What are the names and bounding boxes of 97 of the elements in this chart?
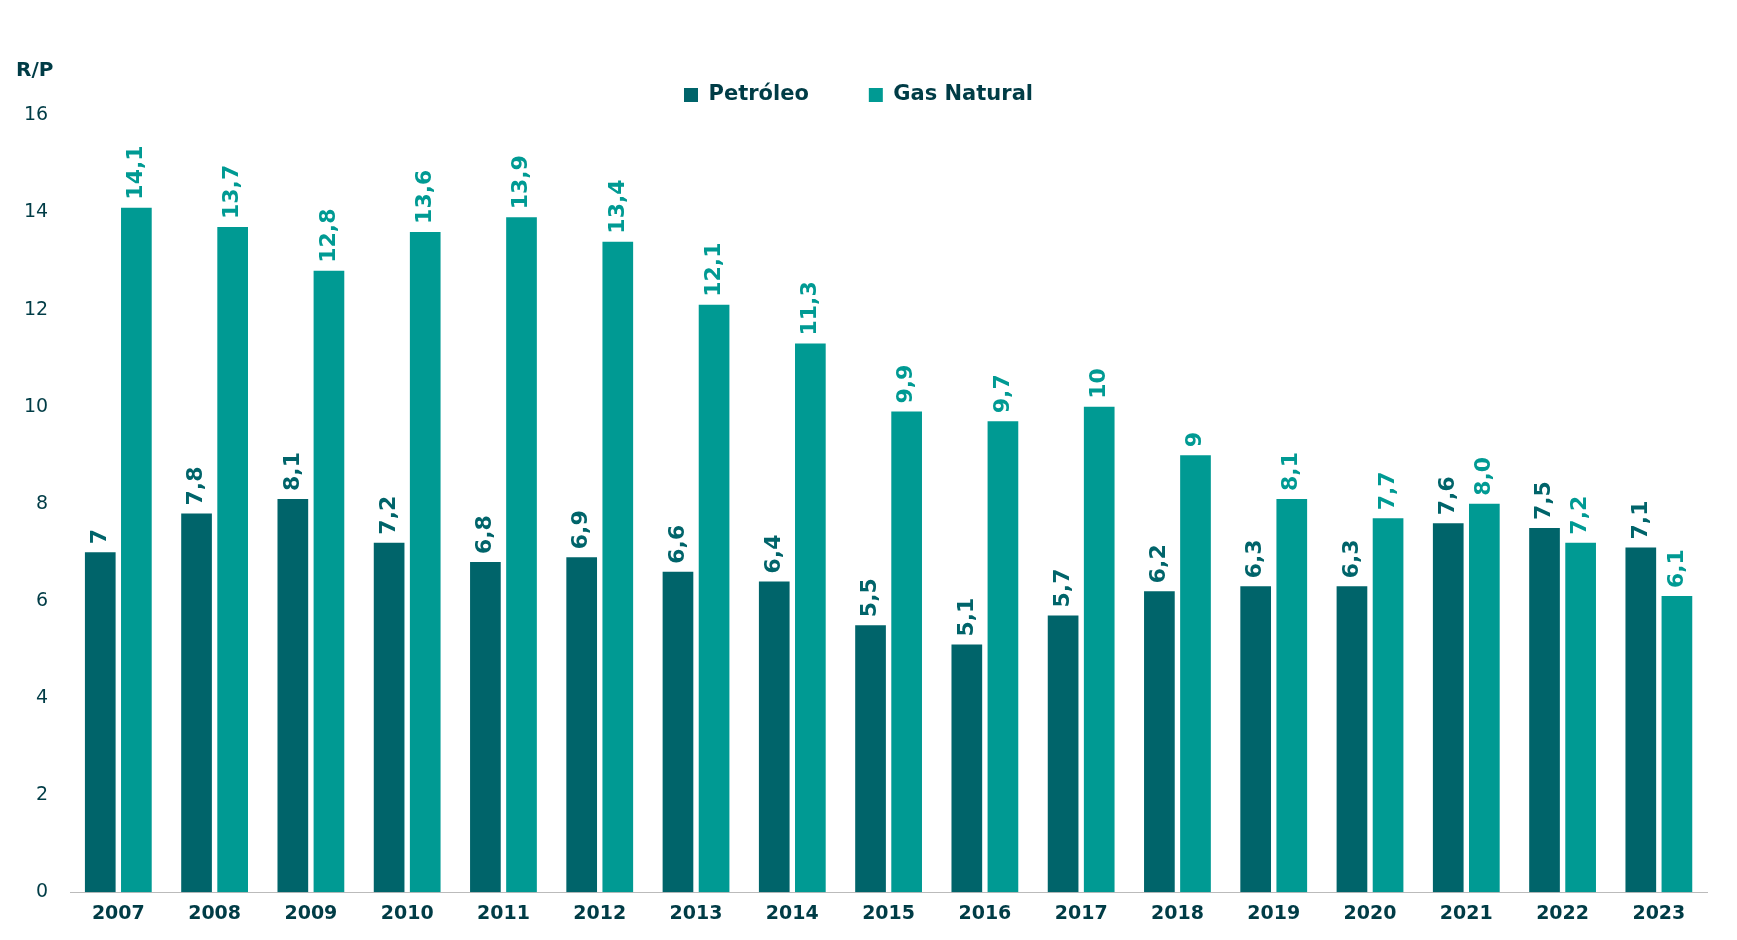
bar xyxy=(987,421,1019,893)
bar xyxy=(84,552,116,893)
data-label: 9,7 xyxy=(988,374,1014,414)
y-axis-title: R/P xyxy=(16,56,54,81)
data-label: 8,1 xyxy=(278,451,304,491)
legend-label: Petróleo xyxy=(708,81,809,106)
bar xyxy=(373,542,405,893)
bar xyxy=(1432,523,1464,893)
x-tick-label: 2023 xyxy=(1632,900,1686,923)
bar xyxy=(1469,503,1500,893)
data-label: 7 xyxy=(85,529,111,545)
data-label: 8,1 xyxy=(1277,451,1303,491)
bar xyxy=(470,562,501,893)
bar xyxy=(1372,518,1404,893)
x-tick-label: 2020 xyxy=(1343,900,1397,923)
data-label: 7,2 xyxy=(374,495,400,535)
bar xyxy=(1661,596,1693,893)
bar xyxy=(1276,498,1308,893)
data-label: 5,7 xyxy=(1048,568,1074,608)
bar xyxy=(795,343,826,893)
y-tick-label: 16 xyxy=(23,102,49,125)
bar xyxy=(506,217,537,893)
data-label: 11,3 xyxy=(796,281,822,336)
y-tick-label: 10 xyxy=(23,393,49,416)
x-tick-label: 2011 xyxy=(477,900,530,923)
bar xyxy=(662,571,694,893)
bar xyxy=(1625,547,1657,893)
data-label: 6,9 xyxy=(567,510,593,550)
x-tick-label: 2007 xyxy=(91,900,145,923)
x-tick-label: 2010 xyxy=(380,900,434,923)
bar xyxy=(566,557,598,893)
data-label: 12,1 xyxy=(699,242,725,297)
data-label: 6,3 xyxy=(1241,539,1267,579)
y-tick-label: 12 xyxy=(23,296,49,319)
data-label: 6,1 xyxy=(1662,549,1688,589)
bar xyxy=(217,227,248,893)
data-label: 9,9 xyxy=(892,364,918,404)
bar xyxy=(1180,455,1211,893)
y-tick-label: 2 xyxy=(36,782,49,805)
data-label: 7,1 xyxy=(1626,500,1652,540)
bar xyxy=(1083,406,1115,893)
data-label: 6,6 xyxy=(663,524,689,564)
x-tick-label: 2018 xyxy=(1150,900,1204,923)
data-label: 13,6 xyxy=(410,169,436,224)
bar xyxy=(891,411,922,893)
y-tick-label: 6 xyxy=(36,587,49,610)
data-label: 12,8 xyxy=(314,208,340,263)
data-label: 6,3 xyxy=(1337,539,1363,579)
y-tick-label: 14 xyxy=(23,199,49,222)
x-tick-label: 2009 xyxy=(284,900,338,923)
bar xyxy=(121,207,152,893)
x-tick-label: 2016 xyxy=(958,900,1012,923)
bar xyxy=(181,513,212,893)
data-label: 5,5 xyxy=(856,578,882,618)
legend-label: Gas Natural xyxy=(893,81,1034,106)
bar xyxy=(1529,528,1560,893)
x-tick-label: 2015 xyxy=(862,900,916,923)
data-label: 7,6 xyxy=(1433,476,1459,516)
data-label: 6,4 xyxy=(759,534,785,574)
bar xyxy=(602,241,634,893)
bar xyxy=(1240,586,1272,893)
data-label: 9 xyxy=(1181,431,1207,448)
bar xyxy=(277,498,309,893)
x-tick-label: 2012 xyxy=(573,900,627,923)
x-tick-label: 2008 xyxy=(188,900,242,923)
bar xyxy=(855,625,886,893)
bar xyxy=(1565,542,1596,893)
bar xyxy=(1047,615,1079,893)
bar xyxy=(409,231,441,893)
data-label: 7,2 xyxy=(1566,495,1592,535)
bar xyxy=(1336,586,1368,893)
y-tick-label: 4 xyxy=(36,684,49,707)
bar xyxy=(758,581,790,893)
data-label: 10 xyxy=(1084,368,1110,399)
data-label: 7,5 xyxy=(1530,481,1556,521)
x-tick-label: 2014 xyxy=(765,900,819,923)
x-tick-label: 2013 xyxy=(669,900,723,923)
bar xyxy=(698,304,730,893)
data-label: 8,0 xyxy=(1470,456,1496,496)
y-tick-label: 0 xyxy=(36,879,49,902)
bar xyxy=(1144,591,1175,893)
y-tick-label: 8 xyxy=(36,490,49,513)
data-label: 5,1 xyxy=(952,597,978,637)
data-label: 6,8 xyxy=(471,515,497,555)
x-tick-label: 2017 xyxy=(1054,900,1108,923)
data-label: 7,8 xyxy=(182,466,208,506)
data-label: 6,2 xyxy=(1145,544,1171,584)
x-tick-label: 2022 xyxy=(1536,900,1590,923)
x-tick-label: 2019 xyxy=(1247,900,1301,923)
data-label: 13,9 xyxy=(507,155,533,210)
bar xyxy=(313,270,345,893)
data-label: 7,7 xyxy=(1373,471,1399,511)
bar xyxy=(951,644,983,893)
data-label: 14,1 xyxy=(122,145,148,200)
data-label: 13,7 xyxy=(218,164,244,220)
x-tick-label: 2021 xyxy=(1439,900,1493,923)
data-label: 13,4 xyxy=(603,179,629,234)
